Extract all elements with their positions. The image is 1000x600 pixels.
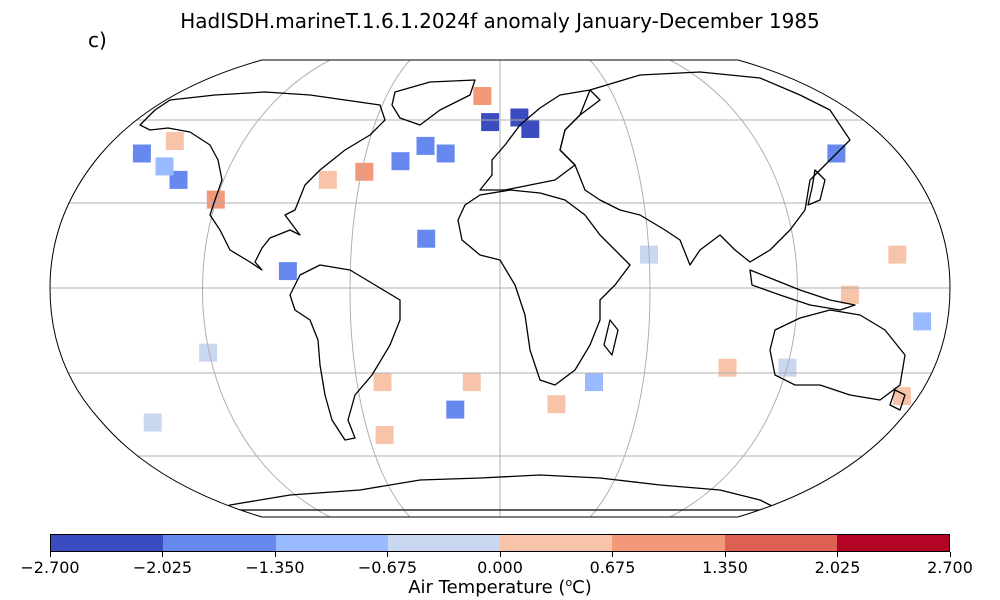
- colorbar-tick: [837, 552, 838, 557]
- anomaly-cell: [473, 87, 492, 105]
- colorbar-tick-label: −2.025: [132, 558, 193, 577]
- colorbar-tick: [724, 552, 726, 557]
- anomaly-cell: [143, 413, 162, 432]
- colorbar-segment-7: [836, 535, 949, 551]
- colorbar-segment-5: [612, 535, 725, 551]
- anomaly-cell: [169, 170, 188, 189]
- coast-europe: [479, 89, 601, 191]
- coast-north-america: [139, 91, 386, 271]
- anomaly-cell: [165, 132, 184, 150]
- anomaly-cell: [481, 113, 500, 132]
- anomaly-cell: [888, 245, 907, 264]
- colorbar-tick-label: 2.700: [927, 558, 973, 577]
- meridian-120w: [202, 60, 331, 517]
- colorbar-tick-label: −2.700: [20, 558, 80, 577]
- anomaly-cell: [417, 229, 436, 248]
- colorbar-title-prefix: Air Temperature (: [408, 577, 566, 598]
- colorbar-segment-3: [387, 535, 500, 551]
- coast-japan: [807, 169, 826, 206]
- colorbar-segment-2: [275, 535, 388, 551]
- anomaly-cell: [375, 426, 394, 444]
- colorbar-tick-label: 0.000: [477, 558, 523, 577]
- colorbar-tick: [274, 552, 276, 557]
- colorbar-tick-label: 2.025: [814, 558, 861, 577]
- anomaly-cell: [436, 144, 455, 163]
- coast-asia: [559, 71, 851, 266]
- colorbar-segment-4: [500, 535, 613, 551]
- anomaly-cell: [462, 373, 481, 392]
- coast-indonesia: [749, 269, 856, 311]
- colorbar-title: Air Temperature (oC): [0, 576, 1000, 598]
- colorbar-tick-label: 1.350: [702, 558, 748, 577]
- colorbar-tick: [949, 552, 951, 557]
- anomaly-cell: [913, 312, 932, 331]
- coast-madagascar: [603, 319, 619, 356]
- anomaly-cell: [840, 285, 859, 304]
- colorbar-segment-0: [51, 535, 164, 551]
- graticule: [50, 60, 950, 517]
- anomaly-cell: [391, 152, 410, 171]
- anomaly-cell: [416, 136, 435, 155]
- colorbar-tick-label: 0.675: [589, 558, 636, 577]
- anomaly-cells: [132, 87, 932, 444]
- map-title: HadISDH.marineT.1.6.1.2024f anomaly Janu…: [180, 9, 820, 33]
- anomaly-cell: [718, 358, 737, 377]
- anomaly-cell: [373, 373, 392, 392]
- colorbar-tick-label: −0.675: [357, 558, 418, 577]
- anomaly-cell: [132, 144, 151, 163]
- colorbar-segment-1: [163, 535, 276, 551]
- anomaly-cell: [585, 373, 603, 392]
- anomaly-cell: [318, 170, 337, 189]
- coast-south-america: [289, 264, 401, 441]
- colorbar-tick-label: −1.350: [245, 558, 305, 577]
- coastlines: [139, 71, 906, 511]
- colorbar-tick: [387, 552, 388, 557]
- meridian-60w: [349, 60, 411, 517]
- anomaly-cell: [278, 262, 297, 281]
- colorbar-tick: [499, 552, 501, 557]
- colorbar-tick: [162, 552, 163, 557]
- anomaly-cell: [199, 343, 218, 362]
- coast-australia: [769, 309, 906, 401]
- colorbar-segment-6: [724, 535, 837, 551]
- colorbar-tick: [49, 552, 51, 557]
- coast-greenland: [391, 79, 476, 126]
- coast-africa: [457, 189, 631, 386]
- colorbar-title-sup: o: [565, 576, 573, 589]
- colorbar-title-suffix: C): [572, 577, 592, 598]
- anomaly-cell: [547, 395, 566, 414]
- anomaly-cell: [446, 400, 465, 419]
- anomaly-cell: [155, 157, 174, 176]
- panel-label: c): [88, 28, 107, 52]
- meridian-60e: [589, 60, 651, 517]
- map-border: [49, 59, 951, 518]
- coast-new-zealand: [889, 389, 906, 411]
- robinson-map: [49, 59, 951, 518]
- colorbar-tick: [612, 552, 613, 557]
- anomaly-cell: [521, 120, 540, 138]
- colorbar: [50, 534, 950, 552]
- anomaly-cell: [355, 162, 374, 181]
